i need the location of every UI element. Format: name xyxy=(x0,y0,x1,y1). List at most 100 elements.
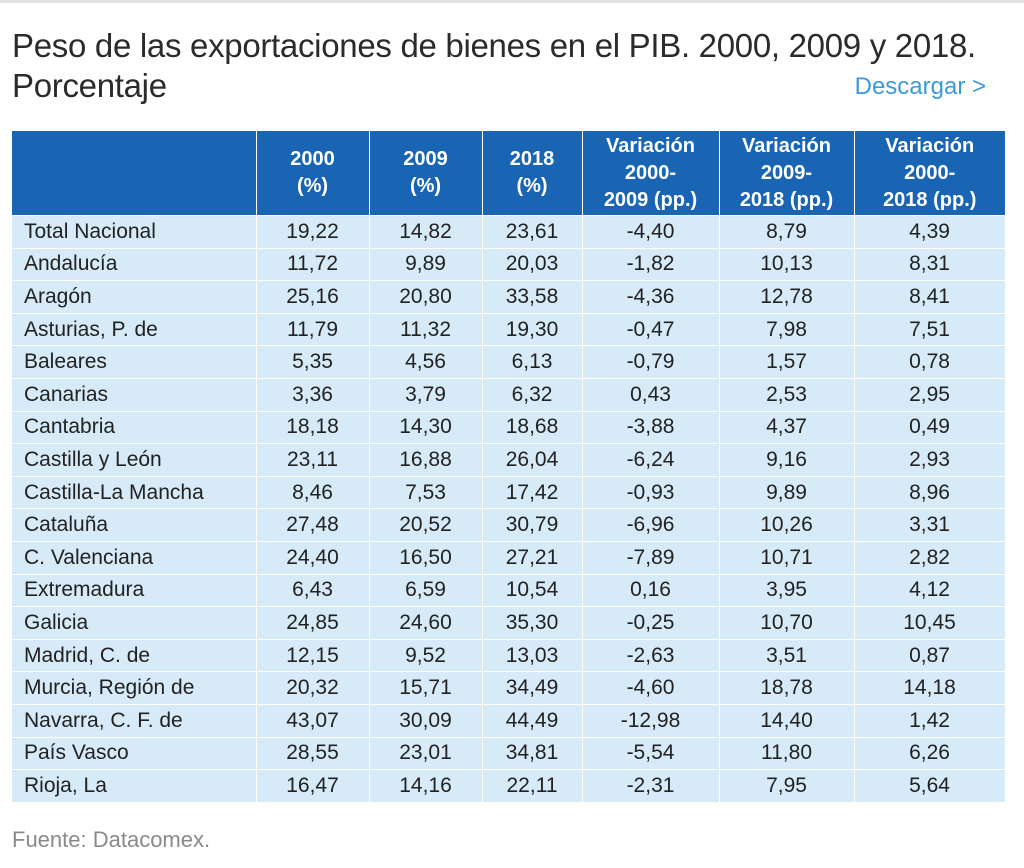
value-cell: 12,15 xyxy=(255,638,370,673)
value-cell: 24,85 xyxy=(255,606,370,640)
value-cell: 5,64 xyxy=(853,769,1006,803)
value-cell: -0,79 xyxy=(581,345,720,379)
value-cell: 3,51 xyxy=(718,638,855,673)
value-cell: 8,31 xyxy=(853,247,1006,282)
table-row: C. Valenciana 24,40 16,50 27,21 -7,89 10,71 2,… xyxy=(12,540,1006,575)
value-cell: 20,32 xyxy=(255,671,370,705)
value-cell: 27,48 xyxy=(255,508,370,542)
table-row: País Vasco 28,55 23,01 34,81 -5,54 11,80 6,26 xyxy=(12,736,1006,771)
value-cell: 2,53 xyxy=(718,377,855,412)
value-cell: -0,47 xyxy=(581,312,720,347)
table-row: Castilla y León 23,11 16,88 26,04 -6,24 9,16 2… xyxy=(12,443,1006,477)
value-cell: -0,93 xyxy=(581,475,720,510)
table-row: Andalucía 11,72 9,89 20,03 -1,82 10,13 8,31 xyxy=(12,247,1006,282)
value-cell: 2,93 xyxy=(853,443,1006,477)
value-cell: -4,36 xyxy=(581,280,720,314)
value-cell: 10,70 xyxy=(718,606,855,640)
value-cell: 25,16 xyxy=(255,280,370,314)
value-cell: 30,79 xyxy=(481,508,583,542)
table-row: Cataluña 27,48 20,52 30,79 -6,96 10,26 3,31 xyxy=(12,508,1006,542)
table-row: Aragón 25,16 20,80 33,58 -4,36 12,78 8,41 xyxy=(12,280,1006,314)
value-cell: 14,16 xyxy=(368,769,483,803)
value-cell: 8,41 xyxy=(853,280,1006,314)
value-cell: 11,80 xyxy=(718,736,855,771)
table-row: Castilla-La Mancha 8,46 7,53 17,42 -0,93 9,89… xyxy=(12,475,1006,510)
value-cell: 9,52 xyxy=(368,638,483,673)
value-cell: 33,58 xyxy=(481,280,583,314)
value-cell: 20,03 xyxy=(481,247,583,282)
value-cell: 0,78 xyxy=(853,345,1006,379)
value-cell: 9,89 xyxy=(718,475,855,510)
column-header: 2018 (%) xyxy=(481,131,582,216)
value-cell: 43,07 xyxy=(255,703,370,738)
column-header: Variación 2009- 2018 (pp.) xyxy=(718,131,854,216)
value-cell: 3,79 xyxy=(368,377,483,412)
region-name-cell: Rioja, La xyxy=(12,769,257,803)
table-row: Rioja, La 16,47 14,16 22,11 -2,31 7,95 5,64 xyxy=(12,769,1006,803)
value-cell: 11,79 xyxy=(255,312,370,347)
value-cell: 22,11 xyxy=(481,769,583,803)
column-header: Variación 2000- 2018 (pp.) xyxy=(853,131,1005,216)
value-cell: 4,56 xyxy=(368,345,483,379)
value-cell: 0,43 xyxy=(581,377,720,412)
region-name-cell: Cantabria xyxy=(12,410,257,445)
value-cell: 8,96 xyxy=(853,475,1006,510)
value-cell: 15,71 xyxy=(368,671,483,705)
value-cell: 0,87 xyxy=(853,638,1006,673)
value-cell: -1,82 xyxy=(581,247,720,282)
value-cell: 10,71 xyxy=(718,540,855,575)
value-cell: 16,47 xyxy=(255,769,370,803)
value-cell: -0,25 xyxy=(581,606,720,640)
value-cell: 6,43 xyxy=(255,573,370,608)
value-cell: 24,40 xyxy=(255,540,370,575)
value-cell: -4,60 xyxy=(581,671,720,705)
value-cell: 11,72 xyxy=(255,247,370,282)
value-cell: 5,35 xyxy=(255,345,370,379)
value-cell: 20,80 xyxy=(368,280,483,314)
table-row: Total Nacional 19,22 14,82 23,61 -4,40 8,79 4,… xyxy=(12,215,1006,249)
value-cell: 16,88 xyxy=(368,443,483,477)
value-cell: -6,96 xyxy=(581,508,720,542)
value-cell: 30,09 xyxy=(368,703,483,738)
region-name-cell: Canarias xyxy=(12,377,257,412)
top-divider xyxy=(0,0,1024,3)
value-cell: 7,95 xyxy=(718,769,855,803)
value-cell: 6,26 xyxy=(853,736,1006,771)
table-row: Murcia, Región de 20,32 15,71 34,49 -4,60 18,… xyxy=(12,671,1006,705)
region-name-cell: Galicia xyxy=(12,606,257,640)
table-row: Navarra, C. F. de 43,07 30,09 44,49 -12,98 14… xyxy=(12,703,1006,738)
value-cell: 14,30 xyxy=(368,410,483,445)
value-cell: 6,13 xyxy=(481,345,583,379)
value-cell: 14,82 xyxy=(368,215,483,249)
value-cell: -3,88 xyxy=(581,410,720,445)
value-cell: -7,89 xyxy=(581,540,720,575)
table-row: Baleares 5,35 4,56 6,13 -0,79 1,57 0,78 xyxy=(12,345,1006,379)
table-row: Extremadura 6,43 6,59 10,54 0,16 3,95 4,12 xyxy=(12,573,1006,608)
table-row: Cantabria 18,18 14,30 18,68 -3,88 4,37 0,49 xyxy=(12,410,1006,445)
region-name-cell: Navarra, C. F. de xyxy=(12,703,257,738)
value-cell: 10,26 xyxy=(718,508,855,542)
region-name-cell: Total Nacional xyxy=(12,215,257,249)
value-cell: 10,54 xyxy=(481,573,583,608)
value-cell: 13,03 xyxy=(481,638,583,673)
download-link[interactable]: Descargar > xyxy=(854,73,986,100)
value-cell: 2,95 xyxy=(853,377,1006,412)
value-cell: -2,63 xyxy=(581,638,720,673)
value-cell: 1,57 xyxy=(718,345,855,379)
value-cell: 20,52 xyxy=(368,508,483,542)
value-cell: 0,49 xyxy=(853,410,1006,445)
value-cell: 19,30 xyxy=(481,312,583,347)
value-cell: 18,78 xyxy=(718,671,855,705)
value-cell: 44,49 xyxy=(481,703,583,738)
value-cell: -5,54 xyxy=(581,736,720,771)
value-cell: 3,36 xyxy=(255,377,370,412)
region-name-cell: Castilla-La Mancha xyxy=(12,475,257,510)
value-cell: 6,59 xyxy=(368,573,483,608)
source-note: Fuente: Datacomex. xyxy=(12,827,211,852)
column-header: 2009 (%) xyxy=(368,131,482,216)
value-cell: -2,31 xyxy=(581,769,720,803)
value-cell: 12,78 xyxy=(718,280,855,314)
value-cell: 4,12 xyxy=(853,573,1006,608)
value-cell: 9,16 xyxy=(718,443,855,477)
value-cell: 9,89 xyxy=(368,247,483,282)
